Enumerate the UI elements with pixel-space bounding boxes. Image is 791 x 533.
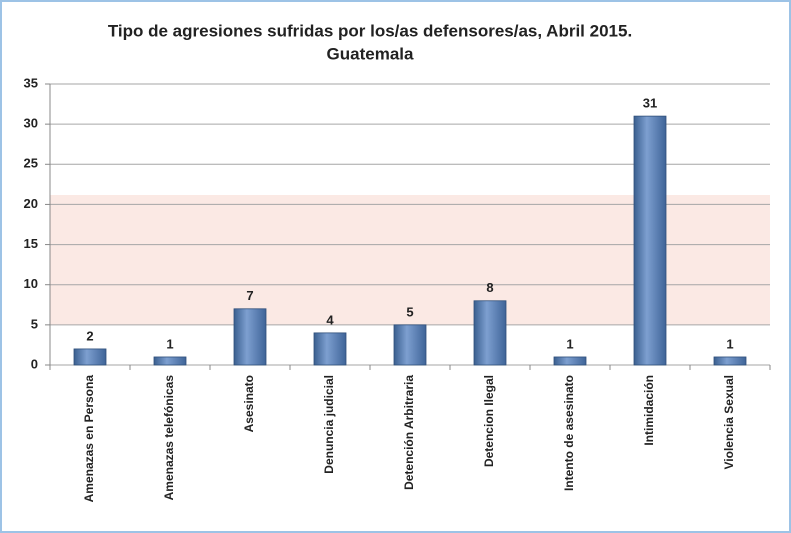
x-tick-label: Detención Arbitraria <box>402 375 416 490</box>
y-tick-label: 10 <box>24 276 38 291</box>
data-label: 8 <box>486 280 493 295</box>
chart: Tipo de agresiones sufridas por los/as d… <box>0 0 791 533</box>
chart-title: Guatemala <box>327 44 414 63</box>
data-label: 31 <box>643 96 657 111</box>
data-label: 4 <box>326 312 334 327</box>
data-label: 2 <box>86 328 93 343</box>
bar <box>634 116 666 365</box>
bar <box>714 357 746 365</box>
data-label: 1 <box>726 336 733 351</box>
bar <box>74 349 106 365</box>
x-tick-label: Asesinato <box>242 375 256 432</box>
data-label: 1 <box>166 336 173 351</box>
y-tick-label: 25 <box>24 156 38 171</box>
bar <box>474 301 506 365</box>
y-tick-label: 35 <box>24 75 38 90</box>
bar <box>314 333 346 365</box>
x-tick-label: Intento de asesinato <box>562 375 576 491</box>
x-tick-label: Violencia Sexual <box>722 375 736 470</box>
y-tick-label: 0 <box>31 356 38 371</box>
y-tick-label: 20 <box>24 196 38 211</box>
y-tick-label: 5 <box>31 316 38 331</box>
bar <box>394 325 426 365</box>
bar <box>234 309 266 365</box>
data-label: 5 <box>406 304 413 319</box>
x-tick-label: Intimidación <box>642 375 656 446</box>
x-tick-label: Amenazas telefónicas <box>162 375 176 501</box>
chart-title: Tipo de agresiones sufridas por los/as d… <box>108 21 632 40</box>
x-tick-label: Detencion Ilegal <box>482 375 496 467</box>
data-label: 1 <box>566 336 573 351</box>
y-tick-label: 15 <box>24 236 38 251</box>
bar <box>554 357 586 365</box>
data-label: 7 <box>246 288 253 303</box>
x-tick-label: Amenazas en Persona <box>82 375 96 503</box>
bar <box>154 357 186 365</box>
y-tick-label: 30 <box>24 116 38 131</box>
x-tick-label: Denuncia judicial <box>322 375 336 474</box>
